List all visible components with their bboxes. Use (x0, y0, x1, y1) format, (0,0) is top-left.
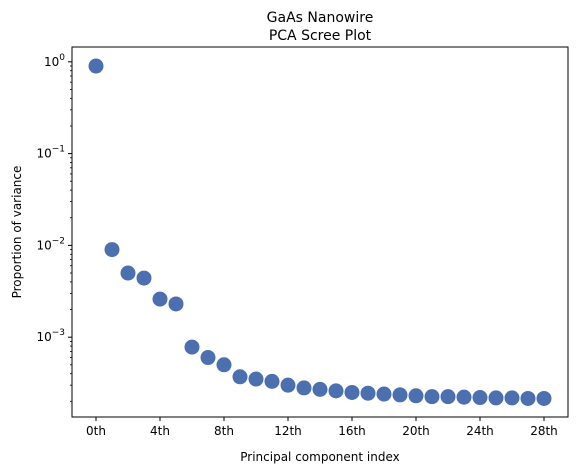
plot-area (71, 46, 569, 418)
y-tick-label: 100 (44, 53, 65, 69)
y-tick-label: 10−1 (36, 145, 65, 161)
x-tick-label: 12th (274, 424, 302, 438)
x-axis-ticks: 0th 4th 8th 12th 16th 20th 24th 28th (86, 417, 558, 438)
data-point (504, 390, 520, 406)
data-point (536, 390, 552, 406)
data-point (120, 265, 136, 281)
data-point (184, 339, 200, 355)
x-tick-label: 0th (86, 424, 106, 438)
data-point (152, 291, 168, 307)
data-point (88, 58, 104, 74)
data-points (88, 58, 552, 406)
data-point (264, 373, 280, 389)
data-point (280, 377, 296, 393)
data-point (136, 270, 152, 286)
y-tick-label: 10−2 (36, 236, 65, 252)
data-point (328, 383, 344, 399)
data-point (392, 387, 408, 403)
data-point (200, 350, 216, 366)
y-axis-ticks: 10−3 10−2 10−1 100 (36, 53, 72, 402)
data-point (360, 385, 376, 401)
x-tick-label: 4th (150, 424, 170, 438)
data-point (376, 386, 392, 402)
data-point (232, 369, 248, 385)
x-tick-label: 16th (338, 424, 366, 438)
data-point (456, 389, 472, 405)
data-point (168, 296, 184, 312)
y-tick-label: 10−3 (36, 328, 65, 344)
x-tick-label: 28th (530, 424, 558, 438)
data-point (472, 390, 488, 406)
data-point (520, 390, 536, 406)
data-point (296, 380, 312, 396)
x-tick-label: 20th (402, 424, 430, 438)
data-point (424, 389, 440, 405)
data-point (408, 388, 424, 404)
chart-subtitle: PCA Scree Plot (269, 28, 372, 44)
data-point (344, 384, 360, 400)
data-point (440, 389, 456, 405)
data-point (248, 371, 264, 387)
x-tick-label: 24th (466, 424, 494, 438)
x-axis-label: Principal component index (240, 450, 399, 464)
data-point (488, 390, 504, 406)
y-axis-label: Proportion of variance (10, 166, 24, 299)
data-point (312, 381, 328, 397)
data-point (216, 357, 232, 373)
data-point (104, 242, 120, 258)
x-tick-label: 8th (214, 424, 234, 438)
chart-title: GaAs Nanowire (267, 10, 374, 26)
